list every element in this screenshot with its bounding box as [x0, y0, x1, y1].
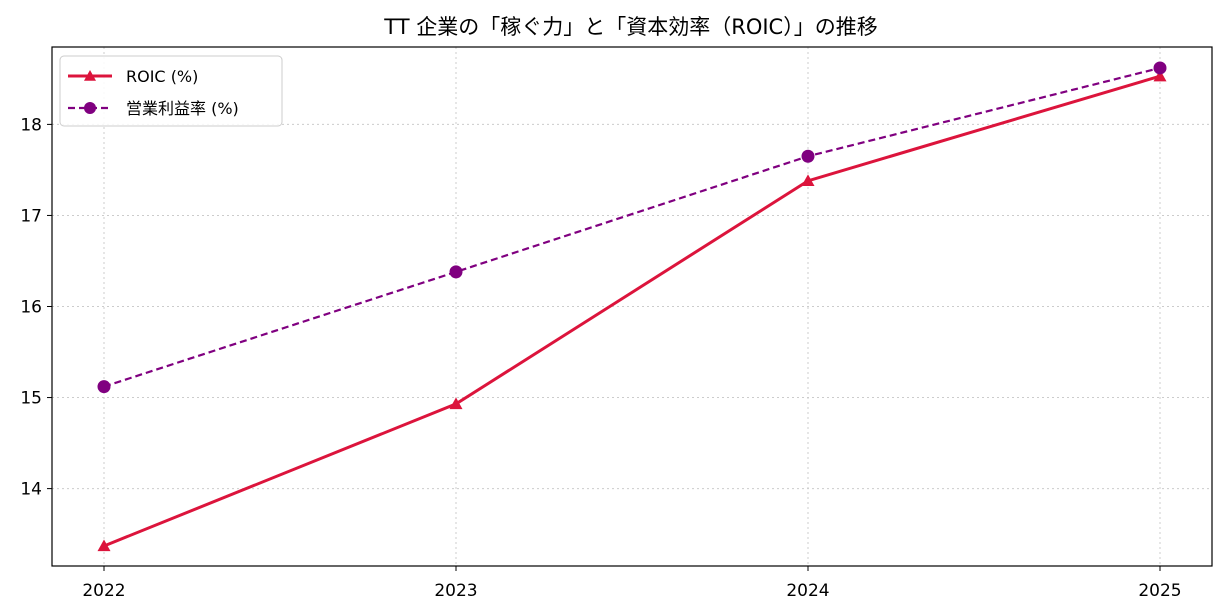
series-layer [97, 61, 1167, 552]
legend-marker-1 [84, 102, 96, 114]
x-tick-label: 2024 [786, 581, 829, 601]
x-axis: 2022 2023 2024 2025 [82, 566, 1182, 601]
data-point-1-1 [449, 265, 463, 279]
plot-frame [51, 46, 1213, 567]
data-point-0-3 [1153, 69, 1167, 82]
data-point-0-0 [97, 539, 111, 552]
data-point-1-0 [97, 380, 111, 394]
data-point-1-3 [1153, 61, 1167, 75]
y-tick-label: 17 [20, 206, 42, 226]
data-point-1-2 [801, 149, 815, 163]
legend-box [59, 55, 283, 127]
y-tick-label: 16 [20, 298, 42, 318]
data-point-0-2 [801, 174, 815, 187]
legend-marker-0 [84, 70, 96, 81]
x-tick-label: 2023 [434, 581, 477, 601]
legend-label-0: ROIC (%) [126, 67, 198, 86]
series-line-0 [103, 74, 1161, 548]
data-point-0-1 [449, 397, 463, 410]
y-axis: 14 15 16 17 18 [20, 115, 52, 500]
x-tick-label: 2022 [82, 581, 125, 601]
y-tick-label: 14 [20, 480, 42, 500]
grid [52, 47, 1212, 566]
legend: ROIC (%) 営業利益率 (%) [59, 55, 283, 127]
chart-title: TT 企業の「稼ぐ力」と「資本効率（ROIC）」の推移 [383, 15, 877, 39]
x-tick-label: 2025 [1138, 581, 1181, 601]
y-tick-label: 18 [20, 115, 42, 135]
legend-label-1: 営業利益率 (%) [126, 99, 239, 118]
y-tick-label: 15 [20, 389, 42, 409]
series-line-1 [103, 66, 1161, 388]
